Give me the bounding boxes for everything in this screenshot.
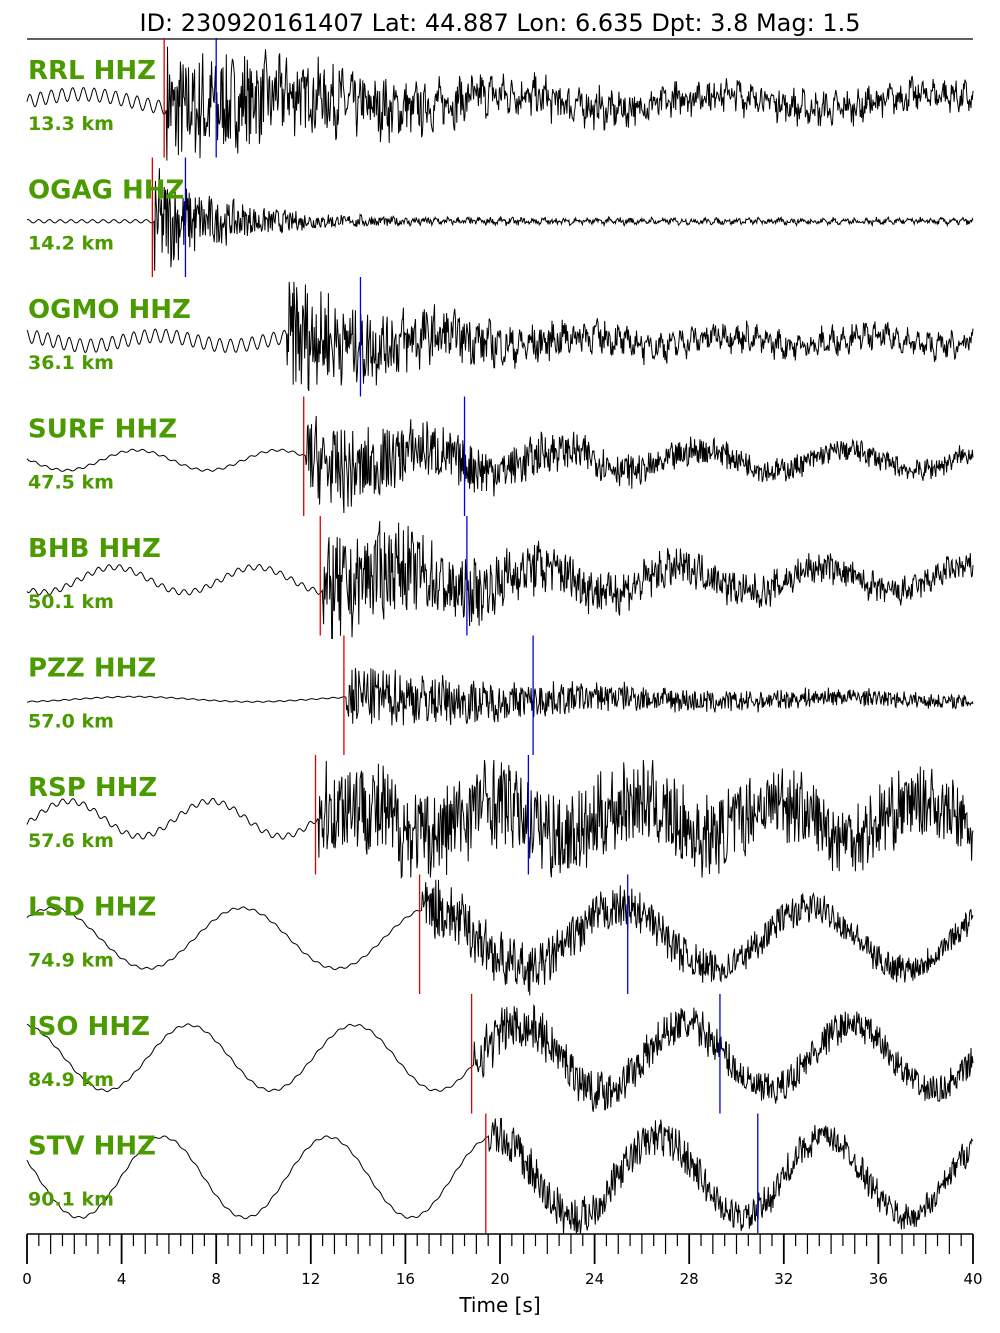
x-tick-label: 16 [396,1270,415,1288]
station-name: BHB HHZ [28,534,161,564]
trace-stv [26,1118,974,1235]
station-name: OGMO HHZ [28,295,191,325]
trace-iso [26,1003,974,1112]
station-distance: 84.9 km [28,1069,114,1091]
x-tick-label: 36 [869,1270,888,1288]
station-distance: 47.5 km [28,472,114,494]
trace-pzz [26,668,974,726]
x-tick-label: 32 [774,1270,793,1288]
trace-ogmo [26,281,974,392]
station-distance: 57.6 km [28,830,114,852]
station-distance: 14.2 km [28,233,114,255]
station-name: SURF HHZ [28,415,177,445]
x-tick-label: 4 [117,1270,127,1288]
x-tick-label: 20 [490,1270,509,1288]
station-name: LSD HHZ [28,893,156,923]
x-tick-label: 24 [585,1270,604,1288]
x-tick-label: 28 [680,1270,699,1288]
station-labels: RRL HHZ 13.3 km OGAG HHZ 14.2 km OGMO HHZ 36.… [28,56,191,1211]
x-tick-label: 40 [963,1270,982,1288]
station-distance: 57.0 km [28,711,114,733]
trace-ogag [26,168,974,271]
station-name: RRL HHZ [28,56,156,86]
traces [26,46,974,1235]
station-distance: 74.9 km [28,950,114,972]
x-tick-label: 12 [301,1270,320,1288]
trace-rsp [26,759,974,880]
station-name: PZZ HHZ [28,654,156,684]
station-distance: 50.1 km [28,591,114,613]
chart-title: ID: 230920161407 Lat: 44.887 Lon: 6.635 … [139,9,860,37]
x-tick-label: 0 [22,1270,32,1288]
station-name: STV HHZ [28,1132,156,1162]
station-distance: 13.3 km [28,113,114,135]
trace-bhb [26,520,974,639]
station-name: RSP HHZ [28,773,157,803]
station-name: OGAG HHZ [28,176,184,206]
station-name: ISO HHZ [28,1012,150,1042]
x-tick-label: 8 [211,1270,221,1288]
picks [151,38,759,1233]
x-axis: 0 4 8 12 16 20 24 28 32 36 40 [22,1233,983,1288]
station-distance: 36.1 km [28,352,114,374]
trace-rrl [26,46,974,161]
trace-lsd [26,879,974,996]
station-distance: 90.1 km [28,1189,114,1211]
x-axis-label: Time [s] [458,1293,540,1317]
trace-surf [26,415,974,514]
